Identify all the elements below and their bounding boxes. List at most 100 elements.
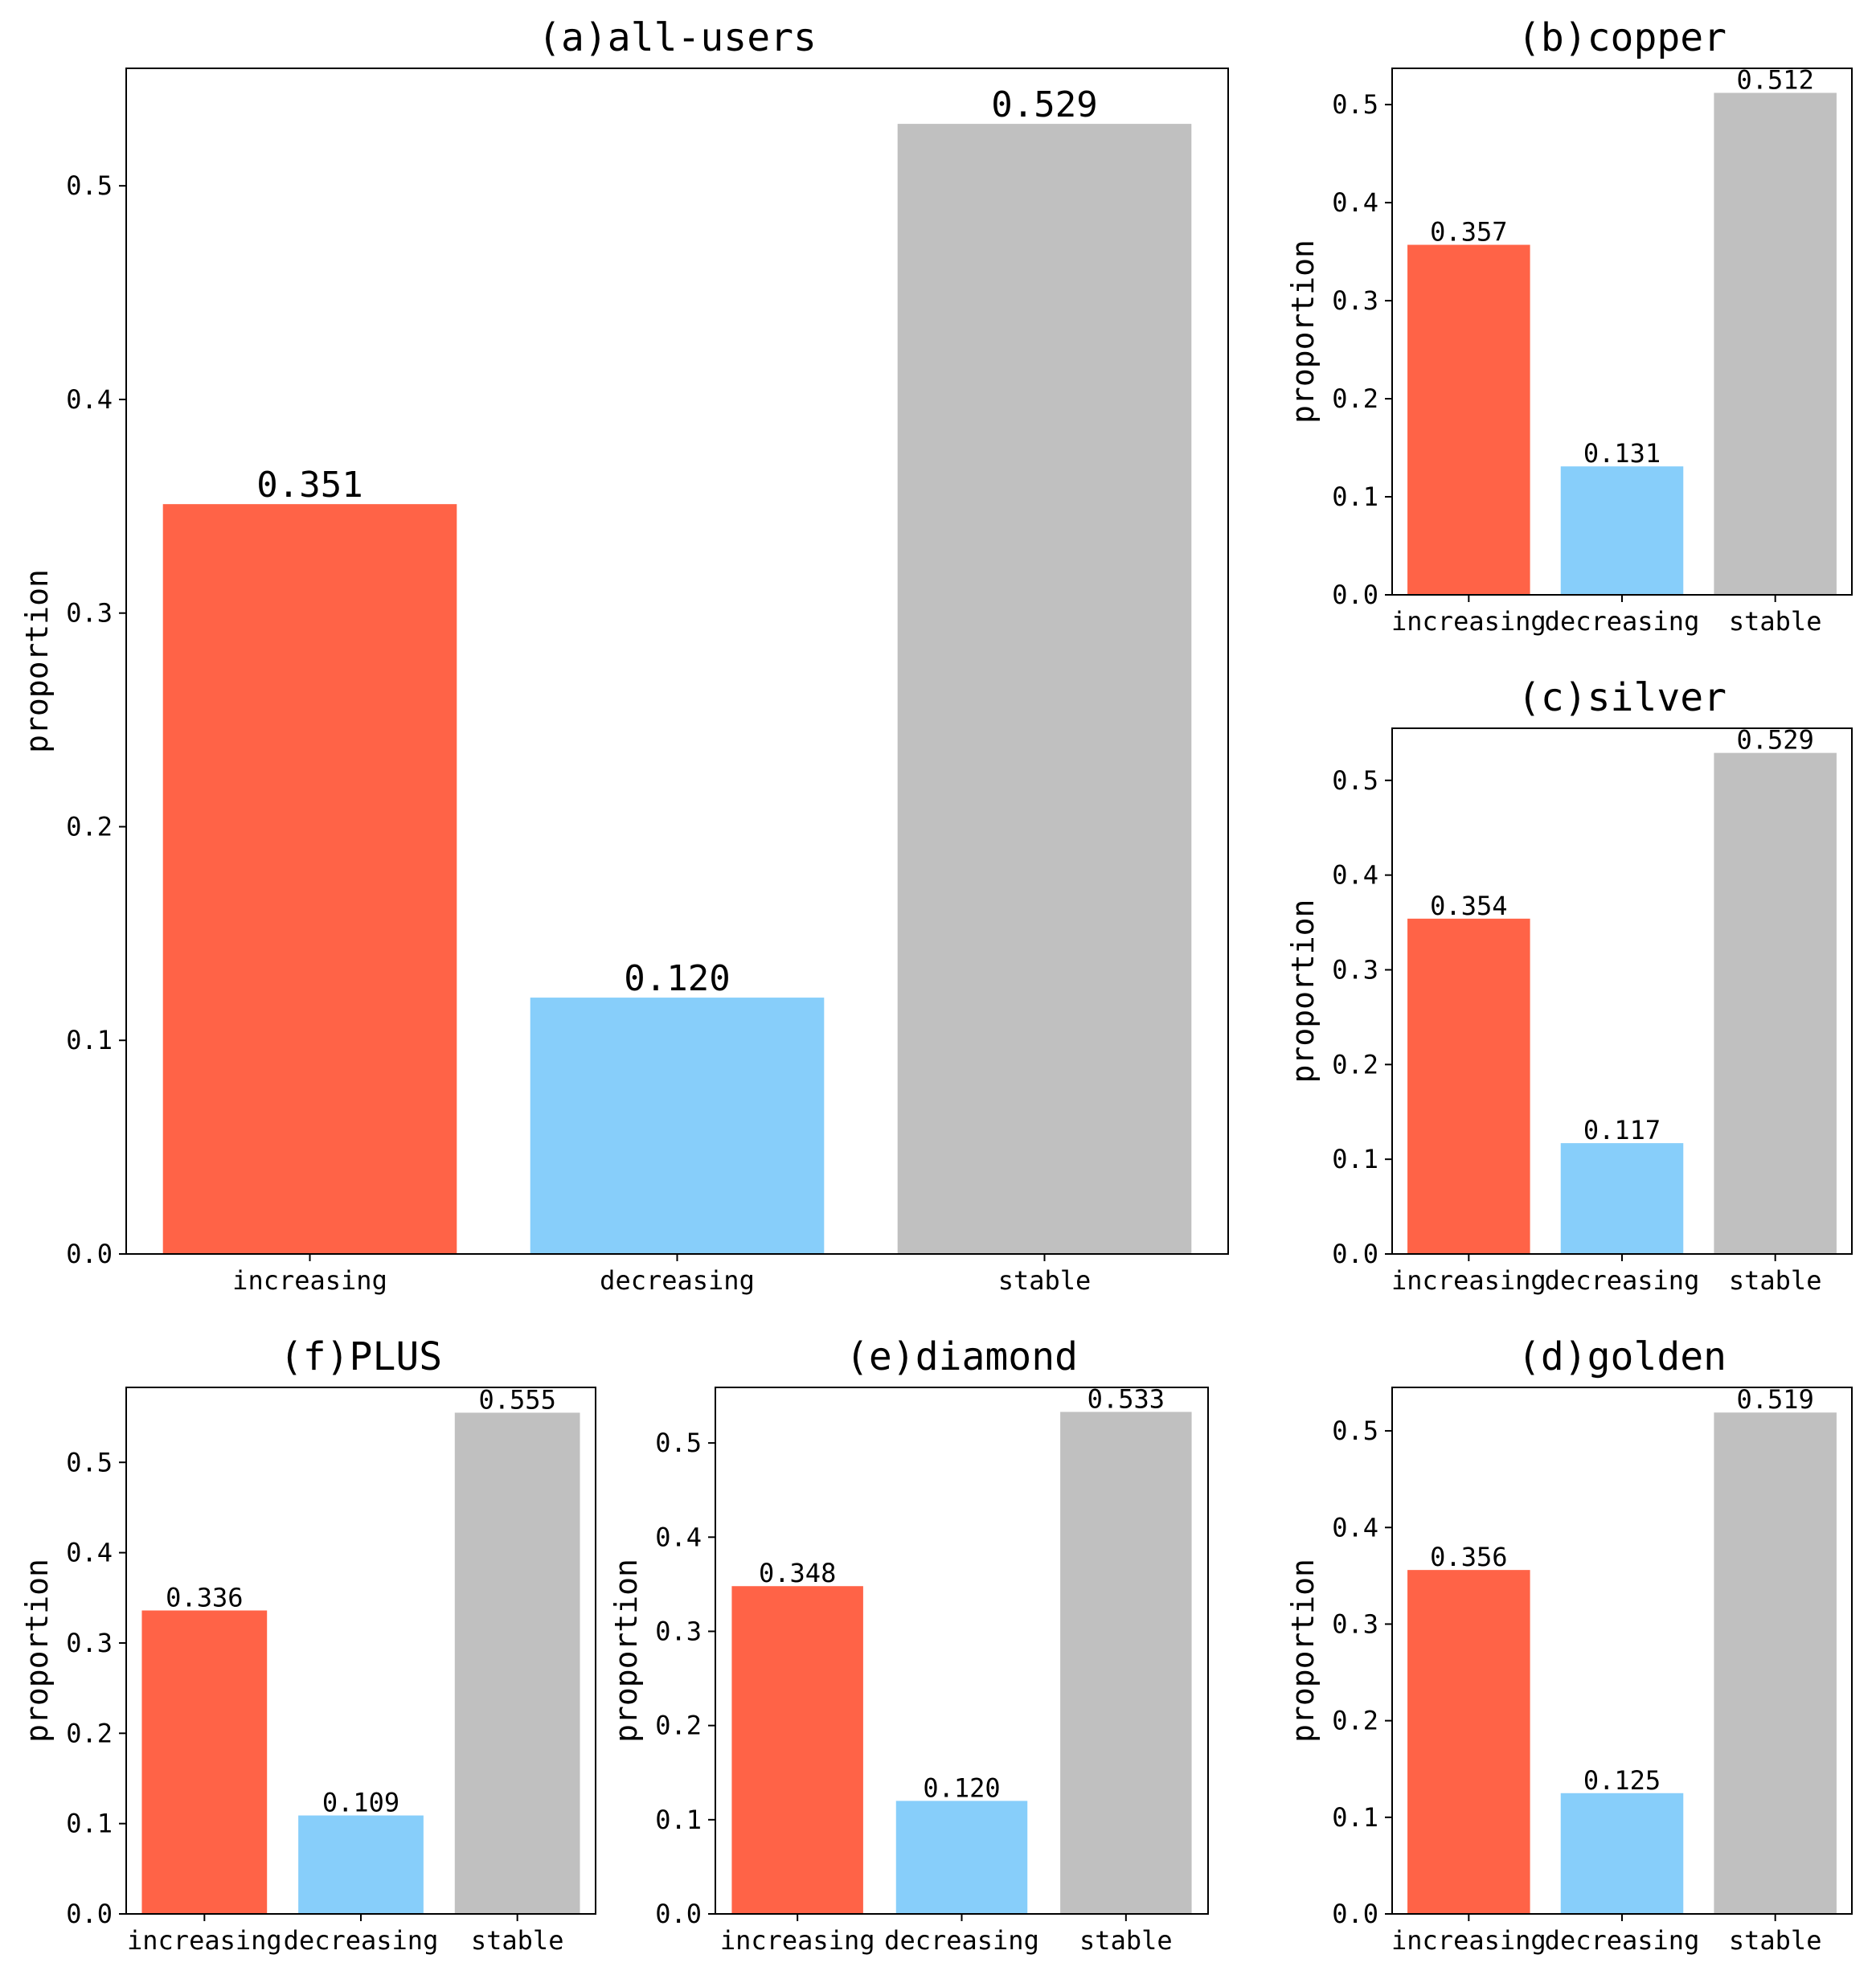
x-tick-label: increasing [1391,1925,1546,1956]
bar-value-label: 0.336 [166,1583,243,1613]
panel-title: (e)diamond [846,1334,1078,1379]
bar-decreasing [1560,1793,1684,1914]
bar-value-label: 0.120 [923,1772,1000,1803]
bar-stable [1060,1412,1192,1914]
panel-diamond: (e)diamond 0.348 0.120 0.533 0.0 0.1 0.2 0.3 0.4… [608,1334,1209,1956]
y-tick-label: 0.2 [66,1718,113,1748]
y-tick-label: 0.4 [1332,187,1378,218]
y-tick-label: 0.4 [655,1522,702,1552]
y-tick-label: 0.5 [655,1428,702,1458]
panel-title: (a)all-users [538,15,817,60]
y-tick-label: 0.4 [1332,1512,1378,1543]
bar-value-label: 0.356 [1430,1542,1507,1572]
x-tick-label: increasing [1391,1265,1546,1296]
y-tick-label: 0.2 [1332,1049,1378,1080]
y-tick-label: 0.0 [1332,580,1378,610]
bar-value-label: 0.125 [1583,1765,1661,1796]
panel-title: (f)PLUS [280,1334,442,1379]
bar-value-label: 0.117 [1583,1115,1661,1145]
y-tick-label: 0.2 [1332,383,1378,414]
y-tick-label: 0.1 [1332,1802,1378,1833]
x-tick-label: increasing [720,1925,875,1956]
y-tick-label: 0.3 [1332,1608,1378,1639]
y-tick-label: 0.5 [1332,1416,1378,1446]
y-tick-label: 0.2 [655,1711,702,1741]
bar-decreasing [530,998,825,1254]
y-tick-label: 0.4 [1332,860,1378,891]
panel-all-users: (a)all-users 0.351 0.120 0.529 0.0 0.1 0.2 0.3 0… [19,15,1229,1296]
y-tick-label: 0.3 [1332,285,1378,316]
y-axis-label: proportion [608,1559,644,1743]
y-tick-label: 0.3 [655,1616,702,1646]
panel-title: (c)silver [1518,675,1726,720]
bar-stable [454,1412,580,1914]
bar-stable [897,124,1192,1254]
x-tick-label: stable [1729,606,1822,637]
y-tick-label: 0.5 [66,1447,113,1477]
bar-decreasing [1560,466,1684,595]
x-tick-label: decreasing [284,1925,439,1956]
bar-increasing [731,1586,863,1914]
bar-value-label: 0.109 [322,1788,399,1818]
bar-value-label: 0.354 [1430,891,1507,921]
x-tick-label: decreasing [1545,606,1700,637]
panel-title: (b)copper [1518,15,1726,60]
y-tick-label: 0.2 [1332,1706,1378,1736]
x-tick-label: stable [1079,1925,1173,1956]
bar-value-label: 0.533 [1088,1383,1165,1414]
x-tick-label: decreasing [1545,1925,1700,1956]
y-axis-label: proportion [1285,1559,1321,1743]
y-tick-label: 0.3 [66,598,113,629]
y-tick-label: 0.5 [66,170,113,201]
x-tick-label: decreasing [600,1265,755,1296]
x-tick-label: stable [1729,1925,1822,1956]
y-tick-label: 0.1 [655,1805,702,1835]
y-axis-label: proportion [1285,899,1321,1084]
bar-decreasing [298,1815,424,1914]
x-tick-label: increasing [232,1265,387,1296]
bar-value-label: 0.555 [479,1384,556,1415]
y-tick-label: 0.1 [1332,481,1378,512]
bar-value-label: 0.131 [1583,438,1661,469]
y-axis-label: proportion [19,1559,55,1743]
panel-copper: (b)copper 0.357 0.131 0.512 0.0 0.1 0.2 0.3 0.4 0… [1285,15,1853,637]
bar-increasing [1407,244,1530,595]
bar-value-label: 0.529 [1737,725,1814,756]
bar-increasing [162,504,457,1254]
bar-increasing [1407,1570,1530,1914]
y-axis-label: proportion [1285,240,1321,424]
y-tick-label: 0.0 [66,1899,113,1929]
y-tick-label: 0.0 [1332,1899,1378,1929]
x-tick-label: stable [471,1925,564,1956]
bar-stable [1714,92,1837,596]
y-tick-label: 0.5 [1332,765,1378,796]
x-tick-label: stable [998,1265,1092,1296]
x-tick-label: stable [1729,1265,1822,1296]
bar-value-label: 0.357 [1430,217,1507,248]
y-tick-label: 0.3 [66,1628,113,1658]
y-tick-label: 0.0 [655,1899,702,1929]
panel-plus: (f)PLUS 0.336 0.109 0.555 0.0 0.1 0.2 0.3 0.4 0.5… [19,1334,596,1956]
y-tick-label: 0.4 [66,1538,113,1568]
bar-value-label: 0.351 [256,465,363,506]
bar-stable [1714,1412,1837,1914]
bar-decreasing [895,1801,1028,1914]
panel-golden: (d)golden 0.356 0.125 0.519 0.0 0.1 0.2 0.3 0.4 0… [1285,1334,1853,1956]
x-tick-label: increasing [1391,606,1546,637]
bar-value-label: 0.529 [991,84,1097,125]
y-tick-label: 0.2 [66,811,113,842]
bar-value-label: 0.348 [759,1558,836,1588]
x-tick-label: increasing [127,1925,282,1956]
y-tick-label: 0.5 [1332,89,1378,120]
panel-title: (d)golden [1518,1334,1726,1379]
bar-stable [1714,752,1837,1254]
bar-value-label: 0.120 [624,958,730,999]
y-axis-label: proportion [19,569,55,753]
y-tick-label: 0.0 [1332,1239,1378,1269]
x-tick-label: decreasing [1545,1265,1700,1296]
y-tick-label: 0.0 [66,1239,113,1269]
y-tick-label: 0.1 [66,1809,113,1839]
bar-increasing [141,1610,268,1914]
x-tick-label: decreasing [884,1925,1039,1956]
